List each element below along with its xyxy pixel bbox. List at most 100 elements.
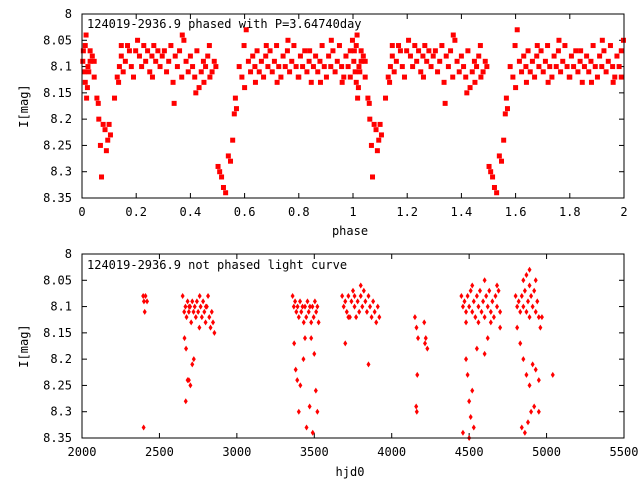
data-point — [313, 387, 318, 394]
data-point — [460, 429, 465, 436]
data-point — [525, 419, 530, 426]
data-point — [575, 69, 581, 75]
data-point — [389, 53, 395, 59]
data-point — [467, 303, 472, 310]
data-point — [519, 69, 525, 75]
data-point — [278, 74, 284, 80]
data-point — [344, 308, 349, 315]
x-tick-label: 0.6 — [234, 205, 256, 219]
data-point — [241, 43, 247, 49]
x-tick-label: 3000 — [222, 445, 251, 459]
data-point — [488, 308, 493, 315]
data-point — [261, 74, 267, 80]
data-point — [315, 408, 320, 415]
data-point — [81, 69, 87, 75]
data-point — [458, 53, 464, 59]
data-point — [383, 95, 389, 101]
data-point — [443, 53, 449, 59]
data-point — [343, 53, 349, 59]
data-point — [312, 350, 317, 357]
data-point — [316, 319, 321, 326]
data-point — [533, 366, 538, 373]
data-point — [302, 335, 307, 342]
data-point — [374, 148, 380, 154]
data-point — [340, 293, 345, 300]
data-point — [297, 53, 303, 59]
data-point — [464, 356, 469, 363]
data-point — [211, 319, 216, 326]
data-point — [387, 79, 393, 85]
chart-title: 124019-2936.9 phased with P=3.64740day — [87, 17, 362, 31]
data-point — [85, 64, 91, 70]
data-point — [407, 53, 413, 59]
data-point — [315, 69, 321, 75]
data-point — [239, 74, 245, 80]
data-point — [187, 303, 192, 310]
data-point — [470, 387, 475, 394]
data-point — [125, 43, 131, 49]
y-tick-label: 8.1 — [50, 60, 72, 74]
data-point — [184, 314, 189, 321]
data-point — [599, 64, 605, 70]
data-point — [82, 43, 88, 49]
data-point — [196, 308, 201, 315]
data-point — [495, 282, 500, 289]
data-point — [209, 308, 214, 315]
x-tick-label: 2500 — [145, 445, 174, 459]
data-point — [356, 64, 362, 70]
data-point — [472, 79, 478, 85]
data-point — [190, 64, 196, 70]
data-point — [118, 53, 124, 59]
data-point — [513, 85, 519, 91]
data-point — [296, 74, 302, 80]
data-point — [315, 303, 320, 310]
data-point — [459, 293, 464, 300]
data-point — [215, 163, 221, 169]
data-point — [477, 43, 483, 49]
data-point — [300, 64, 306, 70]
data-point — [523, 79, 529, 85]
data-point — [519, 293, 524, 300]
data-point — [207, 314, 212, 321]
data-point — [182, 308, 187, 315]
data-point — [456, 69, 462, 75]
data-point — [312, 298, 317, 305]
data-point — [304, 69, 310, 75]
data-point — [567, 74, 573, 80]
data-point — [157, 64, 163, 70]
data-point — [556, 37, 562, 43]
data-point — [267, 48, 273, 54]
data-point — [284, 48, 290, 54]
data-point — [205, 53, 211, 59]
data-point — [106, 121, 112, 127]
data-point — [527, 266, 532, 273]
data-point — [488, 169, 494, 175]
data-point — [522, 287, 527, 294]
data-point — [206, 293, 211, 300]
data-point — [346, 314, 351, 321]
data-point — [191, 356, 196, 363]
data-point — [482, 58, 488, 64]
data-point — [479, 308, 484, 315]
data-point — [353, 43, 359, 49]
data-point — [590, 43, 596, 49]
data-point — [538, 324, 543, 331]
data-point — [136, 53, 142, 59]
data-point — [415, 371, 420, 378]
data-point — [151, 43, 157, 49]
data-point — [536, 314, 541, 321]
data-point — [122, 58, 128, 64]
data-point — [321, 64, 327, 70]
data-point — [597, 53, 603, 59]
data-point — [571, 64, 577, 70]
data-point — [533, 308, 538, 315]
data-point — [435, 69, 441, 75]
data-point — [252, 79, 258, 85]
data-point — [89, 53, 95, 59]
data-point — [578, 48, 584, 54]
data-point — [529, 293, 534, 300]
data-point — [414, 408, 419, 415]
data-point — [203, 64, 209, 70]
data-point — [368, 142, 374, 148]
data-point — [147, 69, 153, 75]
